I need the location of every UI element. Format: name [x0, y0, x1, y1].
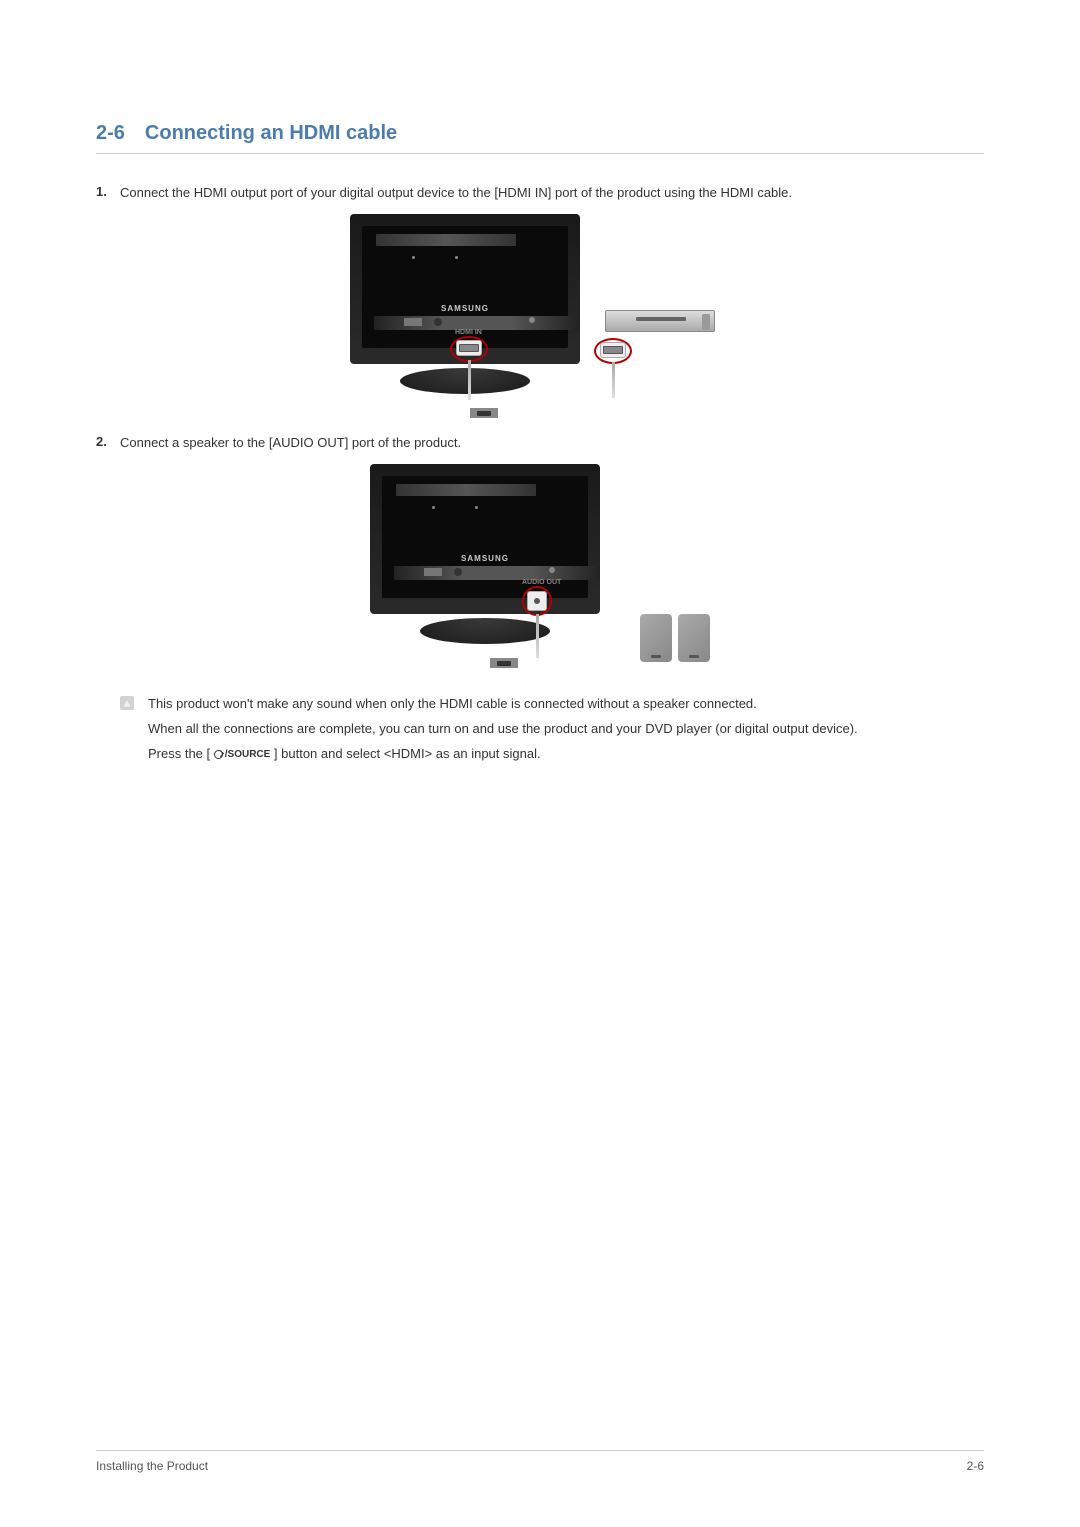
note-block: This product won't make any sound when o… [120, 694, 984, 768]
monitor-icon: SAMSUNG AUDIO OUT [370, 464, 600, 644]
step-text: Connect the HDMI output port of your dig… [120, 184, 792, 202]
note-line-2: When all the connections are complete, y… [148, 719, 858, 740]
dvd-cable-icon [612, 362, 615, 398]
note-line-1: This product won't make any sound when o… [148, 694, 858, 715]
audio-port-icon [527, 591, 547, 611]
audio-label: AUDIO OUT [522, 579, 561, 586]
section-title: Connecting an HDMI cable [145, 122, 397, 145]
step-text: Connect a speaker to the [AUDIO OUT] por… [120, 434, 461, 452]
hdmi-label: HDMI IN [455, 329, 482, 336]
source-button-icon: /SOURCE [214, 747, 271, 763]
monitor-icon: SAMSUNG HDMI IN [350, 214, 580, 394]
dvd-player-icon [605, 310, 715, 332]
monitor-logo: SAMSUNG [441, 304, 489, 313]
monitor-logo: SAMSUNG [461, 554, 509, 563]
note-line-3: Press the [ /SOURCE ] button and select … [148, 744, 858, 765]
section-header: 2-6 Connecting an HDMI cable [96, 122, 984, 154]
step-list: 1. Connect the HDMI output port of your … [96, 184, 984, 202]
footer-right: 2-6 [967, 1459, 984, 1473]
audio-cable-icon [536, 614, 539, 658]
footer-left: Installing the Product [96, 1459, 208, 1473]
step-number: 1. [96, 184, 112, 202]
diagram-hdmi: SAMSUNG HDMI IN [96, 214, 984, 414]
page-footer: Installing the Product 2-6 [96, 1450, 984, 1473]
dvd-hdmi-port-icon [600, 342, 626, 358]
hdmi-port-icon [456, 340, 482, 356]
hdmi-cable-icon [468, 360, 471, 400]
note-icon [120, 696, 134, 710]
step-1: 1. Connect the HDMI output port of your … [96, 184, 984, 202]
speakers-icon [640, 614, 710, 662]
step-number: 2. [96, 434, 112, 452]
diagram-audio: SAMSUNG AUDIO OUT [96, 464, 984, 674]
section-number: 2-6 [96, 122, 125, 145]
step-2: 2. Connect a speaker to the [AUDIO OUT] … [96, 434, 984, 452]
step-list-2: 2. Connect a speaker to the [AUDIO OUT] … [96, 434, 984, 452]
